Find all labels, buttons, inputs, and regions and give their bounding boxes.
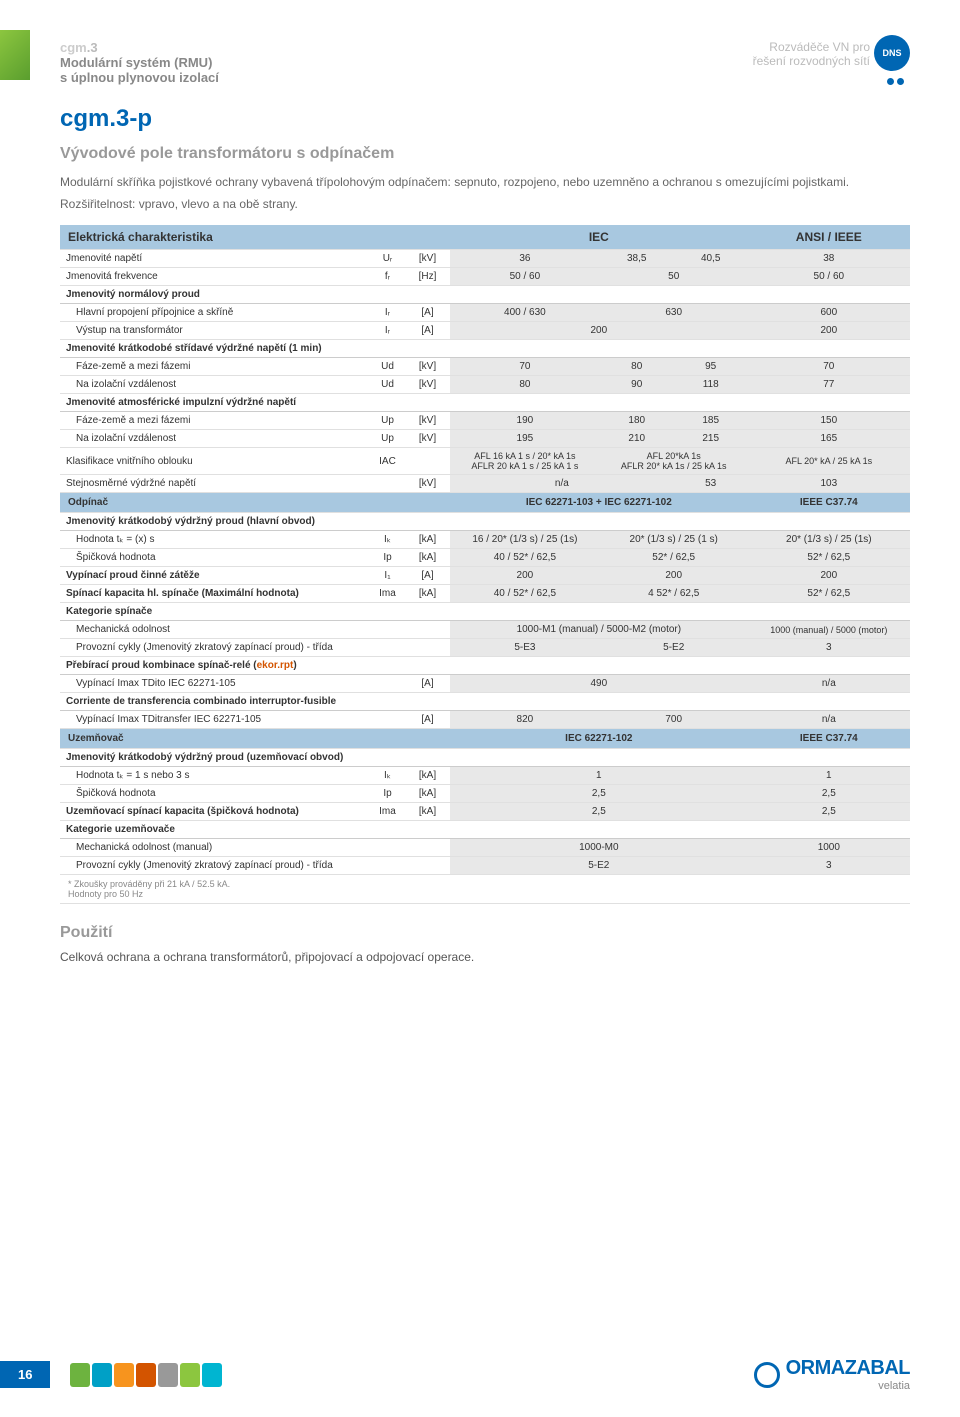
group-row: Jmenovitý krátkodobý výdržný proud (hlav… xyxy=(60,513,910,531)
group-row: Jmenovitý normálový proud xyxy=(60,286,910,304)
table-row: Mechanická odolnost1000-M1 (manual) / 50… xyxy=(60,621,910,639)
table-row: Provozní cykly (Jmenovitý zkratový zapín… xyxy=(60,639,910,657)
table-row: Provozní cykly (Jmenovitý zkratový zapín… xyxy=(60,857,910,875)
table-row: Hlavní propojení přípojnice a skříněIᵣ[A… xyxy=(60,304,910,322)
table-row: Hodnota tₖ = 1 s nebo 3 sIₖ[kA]11 xyxy=(60,767,910,785)
footnote: * Zkoušky prováděny při 21 kA / 52.5 kA.… xyxy=(60,875,910,904)
table-row: Na izolační vzdálenostUp[kV]195210215165 xyxy=(60,430,910,448)
spec-table: Elektrická charakteristika IEC ANSI / IE… xyxy=(60,225,910,904)
group-row: Jmenovitý krátkodobý výdržný proud (uzem… xyxy=(60,749,910,767)
page-footer: 16 ORMAZABALvelatia xyxy=(0,1357,960,1392)
logo-icon xyxy=(754,1362,780,1388)
group-row: Jmenovité atmosférické impulzní výdržné … xyxy=(60,394,910,412)
table-row: Stejnosměrné výdržné napětí[kV]n/a53103 xyxy=(60,475,910,493)
page-title: cgm.3-p xyxy=(60,105,910,133)
table-row: Fáze-země a mezi fázemiUd[kV]70809570 xyxy=(60,358,910,376)
section-label: Elektrická charakteristika xyxy=(60,225,450,250)
table-row: Uzemňovací spínací kapacita (špičková ho… xyxy=(60,803,910,821)
table-row: Hodnota tₖ = (x) sIₖ[kA]16 / 20* (1/3 s)… xyxy=(60,531,910,549)
table-row: Výstup na transformátorIᵣ[A]200200 xyxy=(60,322,910,340)
table-row: Špičková hodnotaIp[kA]2,52,5 xyxy=(60,785,910,803)
brand-prefix: cgm xyxy=(60,40,87,55)
page-header: cgm.3 Modulární systém (RMU) s úplnou pl… xyxy=(60,40,910,85)
table-row: Na izolační vzdálenostUd[kV]809011877 xyxy=(60,376,910,394)
dns-badge: DNS xyxy=(874,35,910,71)
table-row: Vypínací Imax TDitransfer IEC 62271-105[… xyxy=(60,711,910,729)
group-row: Kategorie uzemňovače xyxy=(60,821,910,839)
usage-text: Celková ochrana a ochrana transformátorů… xyxy=(60,950,910,964)
table-row: Mechanická odolnost (manual)1000-M01000 xyxy=(60,839,910,857)
usage-heading: Použití xyxy=(60,924,910,942)
table-row: Špičková hodnotaIp[kA]40 / 52* / 62,552*… xyxy=(60,549,910,567)
group-row: Přebírací proud kombinace spínač-relé (e… xyxy=(60,657,910,675)
page-accent xyxy=(0,30,30,80)
header-line1: Modulární systém (RMU) xyxy=(60,55,219,70)
group-row: Corriente de transferencia combinado int… xyxy=(60,693,910,711)
header-line2: s úplnou plynovou izolací xyxy=(60,70,219,85)
table-row: Jmenovitá frekvencefᵣ[Hz]50 / 605050 / 6… xyxy=(60,268,910,286)
logo: ORMAZABALvelatia xyxy=(754,1357,910,1392)
section-odpinac: Odpínač IEC 62271-103 + IEC 62271-102 IE… xyxy=(60,493,910,513)
ext-text: Rozšiřitelnost: vpravo, vlevo a na obě s… xyxy=(60,197,910,211)
section-elchar: Elektrická charakteristika IEC ANSI / IE… xyxy=(60,225,910,250)
section-uzemnovac: Uzemňovač IEC 62271-102 IEEE C37.74 xyxy=(60,729,910,749)
header-right2: řešení rozvodných sítí xyxy=(753,54,870,68)
header-right1: Rozváděče VN pro xyxy=(753,40,870,54)
page-subtitle: Vývodové pole transformátoru s odpínačem xyxy=(60,145,910,163)
table-row: Jmenovité napětíUᵣ[kV]3638,540,538 xyxy=(60,250,910,268)
table-row: Vypínací Imax TDito IEC 62271-105[A]490n… xyxy=(60,675,910,693)
page-number: 16 xyxy=(0,1361,50,1388)
table-row: Fáze-země a mezi fázemiUp[kV]19018018515… xyxy=(60,412,910,430)
group-row: Jmenovité krátkodobé střídavé výdržné na… xyxy=(60,340,910,358)
header-dots xyxy=(887,78,904,85)
intro-text: Modulární skříňka pojistkové ochrany vyb… xyxy=(60,173,910,191)
header-left: cgm.3 Modulární systém (RMU) s úplnou pl… xyxy=(60,40,219,85)
header-right: Rozváděče VN pro řešení rozvodných sítí … xyxy=(753,40,910,85)
group-row: Kategorie spínače xyxy=(60,603,910,621)
table-row: Vypínací proud činné zátěžeI₁[A]20020020… xyxy=(60,567,910,585)
brand-suffix: .3 xyxy=(87,40,98,55)
col-iec: IEC xyxy=(450,225,748,250)
color-blocks xyxy=(70,1363,222,1387)
col-ansi: ANSI / IEEE xyxy=(748,225,910,250)
table-row: Klasifikace vnitřního obloukuIACAFL 16 k… xyxy=(60,448,910,475)
table-row: Spínací kapacita hl. spínače (Maximální … xyxy=(60,585,910,603)
